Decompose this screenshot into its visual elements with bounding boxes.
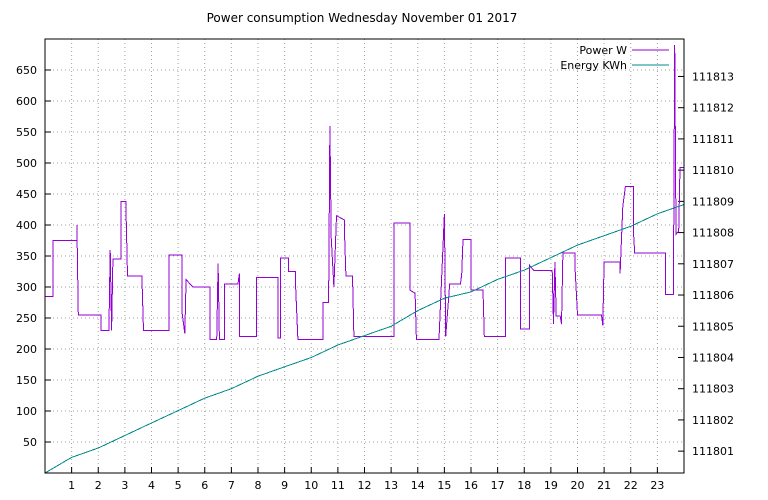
tick-label-bottom: 17 xyxy=(491,479,505,492)
tick-label-left: 450 xyxy=(16,188,37,201)
tick-label-bottom: 21 xyxy=(597,479,611,492)
tick-label-bottom: 14 xyxy=(411,479,425,492)
tick-label-bottom: 20 xyxy=(571,479,585,492)
tick-label-bottom: 13 xyxy=(384,479,398,492)
tick-label-bottom: 18 xyxy=(517,479,531,492)
tick-label-bottom: 8 xyxy=(255,479,262,492)
tick-label-right: 111801 xyxy=(692,445,734,458)
tick-label-right: 111810 xyxy=(692,164,734,177)
legend: Power W Energy KWh xyxy=(560,44,669,72)
legend-label-energy: Energy KWh xyxy=(560,59,627,72)
tick-label-right: 111813 xyxy=(692,70,734,83)
tick-label-left: 100 xyxy=(16,405,37,418)
tick-label-right: 111807 xyxy=(692,258,734,271)
grid-lines xyxy=(45,39,684,473)
tick-label-left: 600 xyxy=(16,95,37,108)
tick-label-bottom: 16 xyxy=(464,479,478,492)
tick-label-bottom: 1 xyxy=(68,479,75,492)
tick-label-bottom: 11 xyxy=(331,479,345,492)
tick-label-bottom: 22 xyxy=(624,479,638,492)
tick-label-bottom: 6 xyxy=(201,479,208,492)
series-energy-line xyxy=(44,204,685,474)
tick-label-bottom: 2 xyxy=(95,479,102,492)
tick-label-right: 111802 xyxy=(692,414,734,427)
tick-label-left: 50 xyxy=(23,436,37,449)
series-power-line xyxy=(45,45,684,341)
tick-label-bottom: 3 xyxy=(121,479,128,492)
legend-label-power: Power W xyxy=(579,44,627,57)
tick-label-right: 111809 xyxy=(692,195,734,208)
tick-label-left: 250 xyxy=(16,312,37,325)
tick-label-right: 111808 xyxy=(692,227,734,240)
tick-label-right: 111806 xyxy=(692,289,734,302)
tick-label-right: 111805 xyxy=(692,320,734,333)
tick-label-left: 550 xyxy=(16,126,37,139)
tick-label-left: 500 xyxy=(16,157,37,170)
tick-label-bottom: 5 xyxy=(175,479,182,492)
tick-label-right: 111803 xyxy=(692,383,734,396)
tick-label-bottom: 15 xyxy=(437,479,451,492)
tick-label-bottom: 9 xyxy=(281,479,288,492)
chart-title: Power consumption Wednesday November 01 … xyxy=(207,11,518,25)
plot-frame xyxy=(44,38,685,474)
tick-label-left: 150 xyxy=(16,374,37,387)
tick-label-right: 111811 xyxy=(692,133,734,146)
tick-label-bottom: 7 xyxy=(228,479,235,492)
axis-ticks: 5010015020025030035040045050055060065011… xyxy=(16,64,734,492)
tick-label-left: 650 xyxy=(16,64,37,77)
tick-label-left: 400 xyxy=(16,219,37,232)
tick-label-bottom: 10 xyxy=(304,479,318,492)
tick-label-left: 200 xyxy=(16,343,37,356)
tick-label-right: 111804 xyxy=(692,351,734,364)
tick-label-left: 300 xyxy=(16,281,37,294)
tick-label-bottom: 19 xyxy=(544,479,558,492)
tick-label-right: 111812 xyxy=(692,102,734,115)
tick-label-bottom: 4 xyxy=(148,479,155,492)
tick-label-left: 350 xyxy=(16,250,37,263)
tick-label-bottom: 12 xyxy=(358,479,372,492)
tick-label-bottom: 23 xyxy=(650,479,664,492)
series-lines xyxy=(44,45,685,474)
